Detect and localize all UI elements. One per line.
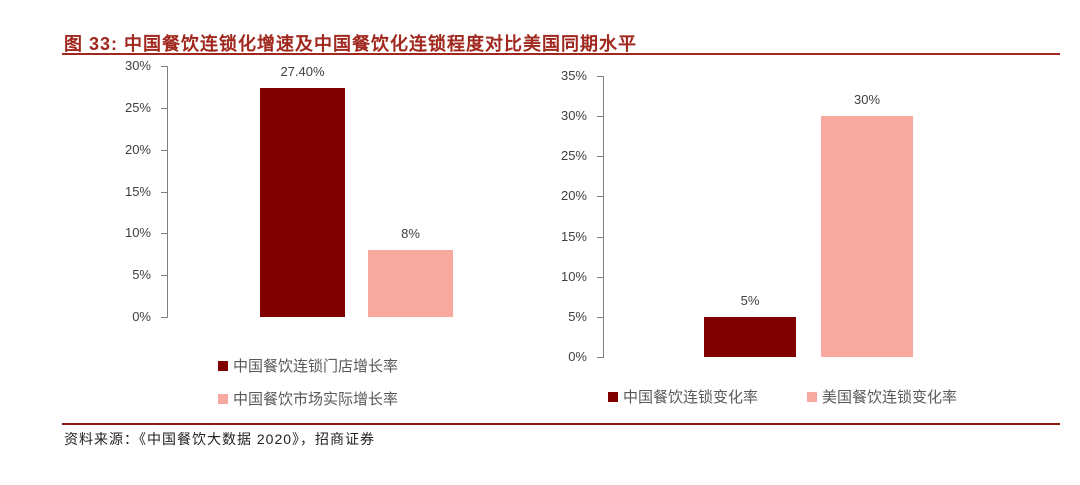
y-axis-tick-label: 10% [124, 225, 151, 241]
legend-label: 中国餐饮市场实际增长率 [233, 391, 399, 408]
bar-salmon [821, 116, 913, 357]
legend-label: 中国餐饮连锁门店增长率 [233, 358, 399, 375]
y-axis-tick [161, 191, 167, 193]
legend-swatch-dark-red [608, 391, 618, 402]
bar-value-label: 8% [401, 226, 420, 242]
legend-label: 中国餐饮连锁变化率 [623, 389, 759, 406]
bar-dark-red [704, 316, 796, 357]
bar-value-label: 30% [853, 92, 881, 108]
y-axis-tick-label: 35% [560, 68, 587, 83]
y-axis-tick [161, 233, 167, 235]
y-axis-tick-label: 15% [560, 228, 587, 244]
y-axis-tick-label: 30% [124, 58, 151, 73]
y-axis-tick-label: 10% [560, 268, 587, 284]
y-axis-tick-label: 15% [124, 183, 151, 199]
legend-swatch-salmon [218, 393, 228, 404]
y-axis-line [167, 66, 168, 318]
legend-swatch-salmon [807, 391, 817, 402]
bar-value-label: 27.40% [280, 63, 325, 79]
y-axis-tick [161, 317, 167, 318]
legend-item-china-chain-rate: 中国餐饮连锁变化率 [608, 386, 758, 407]
legend-item-us-chain-rate: 美国餐饮连锁变化率 [807, 386, 957, 407]
y-axis-tick [161, 66, 167, 67]
figure-title: 图 33: 中国餐饮连锁化增速及中国餐饮化连锁程度对比美国同期水平 [64, 34, 638, 54]
y-axis-tick-label: 5% [568, 308, 587, 324]
y-axis-tick [597, 316, 603, 318]
source-note: 资料来源：《中国餐饮大数据 2020》，招商证券 [64, 431, 376, 447]
legend-swatch-dark-red [218, 360, 228, 371]
y-axis-tick-label: 25% [560, 148, 587, 164]
legend-label: 美国餐饮连锁变化率 [822, 389, 958, 406]
legend-item-china-chain-store-growth: 中国餐饮连锁门店增长率 [218, 355, 398, 376]
legend-item-china-market-growth: 中国餐饮市场实际增长率 [218, 388, 398, 409]
y-axis-tick-label: 20% [560, 188, 587, 204]
y-axis-tick [597, 156, 603, 158]
y-axis-tick [597, 357, 603, 358]
bar-salmon [368, 250, 453, 317]
bar-dark-red [260, 87, 345, 317]
y-axis-tick-label: 0% [568, 349, 587, 364]
y-axis-tick [597, 76, 603, 77]
y-axis-tick [161, 107, 167, 109]
y-axis-tick-label: 30% [560, 108, 587, 124]
y-axis-tick [597, 276, 603, 278]
y-axis-tick [597, 236, 603, 238]
y-axis-tick-label: 20% [124, 141, 151, 157]
y-axis-tick [161, 275, 167, 277]
y-axis-line [603, 76, 604, 358]
y-axis-tick-label: 0% [132, 309, 151, 324]
y-axis-tick-label: 5% [132, 267, 151, 283]
title-rule [62, 53, 1060, 55]
y-axis-tick-label: 25% [124, 99, 151, 115]
y-axis-tick [161, 149, 167, 151]
source-rule [62, 423, 1060, 425]
bar-value-label: 5% [740, 292, 760, 308]
y-axis-tick [597, 116, 603, 118]
y-axis-tick [597, 196, 603, 198]
